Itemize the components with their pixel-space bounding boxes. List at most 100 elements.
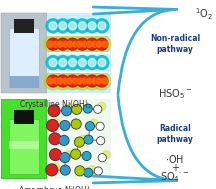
Circle shape	[92, 78, 98, 84]
Circle shape	[95, 168, 101, 174]
Circle shape	[48, 104, 60, 117]
Circle shape	[82, 151, 92, 161]
Circle shape	[83, 104, 93, 114]
Circle shape	[76, 167, 84, 175]
Bar	[9, 76, 39, 88]
Circle shape	[52, 163, 60, 171]
Circle shape	[78, 59, 86, 67]
Circle shape	[56, 56, 70, 70]
Text: Radical
pathway: Radical pathway	[157, 124, 194, 144]
Bar	[14, 19, 34, 33]
Circle shape	[61, 122, 69, 129]
Circle shape	[57, 38, 69, 50]
Circle shape	[75, 138, 83, 146]
Circle shape	[53, 78, 59, 84]
Circle shape	[86, 75, 98, 87]
Circle shape	[47, 165, 57, 175]
Circle shape	[92, 41, 98, 47]
Circle shape	[86, 41, 92, 47]
Circle shape	[73, 35, 91, 53]
Circle shape	[95, 56, 109, 70]
Circle shape	[63, 41, 69, 47]
Circle shape	[75, 19, 89, 33]
Circle shape	[47, 78, 53, 84]
Circle shape	[59, 120, 70, 131]
Circle shape	[98, 153, 107, 162]
Circle shape	[73, 72, 91, 90]
Circle shape	[72, 150, 80, 158]
Circle shape	[49, 22, 57, 30]
Circle shape	[57, 41, 63, 47]
Circle shape	[61, 105, 72, 116]
Circle shape	[61, 153, 69, 162]
Circle shape	[102, 151, 110, 159]
Circle shape	[45, 163, 58, 176]
Circle shape	[46, 19, 60, 33]
Circle shape	[96, 136, 105, 145]
Bar	[1, 99, 47, 179]
Circle shape	[99, 155, 105, 161]
Circle shape	[98, 102, 106, 110]
Circle shape	[71, 119, 82, 129]
Circle shape	[59, 59, 67, 67]
Circle shape	[47, 38, 59, 50]
Circle shape	[96, 78, 102, 84]
Circle shape	[98, 138, 104, 144]
Bar	[48, 13, 111, 93]
Circle shape	[96, 38, 108, 50]
Circle shape	[93, 72, 111, 90]
Bar	[2, 100, 46, 178]
Circle shape	[97, 123, 103, 129]
Circle shape	[60, 165, 71, 176]
Circle shape	[82, 41, 88, 47]
Circle shape	[70, 149, 81, 160]
Circle shape	[59, 135, 70, 146]
Circle shape	[59, 152, 70, 163]
Circle shape	[95, 106, 101, 112]
Circle shape	[83, 153, 90, 160]
Circle shape	[95, 19, 109, 33]
Circle shape	[56, 19, 70, 33]
Circle shape	[84, 105, 91, 112]
Circle shape	[88, 166, 96, 174]
Bar	[9, 28, 39, 88]
Circle shape	[57, 78, 63, 84]
Circle shape	[44, 35, 62, 53]
Text: Crystalline Ni(OH)$_2$: Crystalline Ni(OH)$_2$	[19, 98, 93, 111]
Circle shape	[96, 122, 105, 131]
Bar	[9, 141, 39, 149]
Circle shape	[49, 59, 57, 67]
Circle shape	[98, 22, 106, 30]
Circle shape	[102, 41, 108, 47]
Circle shape	[47, 75, 59, 87]
Text: +: +	[171, 163, 179, 173]
Circle shape	[83, 35, 101, 53]
Circle shape	[74, 165, 85, 176]
Circle shape	[88, 22, 96, 30]
Text: Amorphous Ni(OH)$_2$: Amorphous Ni(OH)$_2$	[18, 184, 94, 189]
Circle shape	[85, 121, 95, 131]
Circle shape	[90, 119, 98, 127]
Text: $^1$O$_2$: $^1$O$_2$	[195, 6, 213, 22]
Circle shape	[67, 38, 79, 50]
Circle shape	[74, 137, 85, 148]
Circle shape	[86, 78, 92, 84]
Circle shape	[67, 104, 75, 112]
Circle shape	[85, 169, 92, 176]
Circle shape	[96, 75, 108, 87]
Circle shape	[96, 41, 102, 47]
Circle shape	[48, 120, 57, 130]
Circle shape	[67, 75, 79, 87]
Circle shape	[67, 78, 73, 84]
Circle shape	[76, 75, 88, 87]
Circle shape	[46, 56, 60, 70]
Circle shape	[65, 150, 73, 159]
Circle shape	[78, 22, 86, 30]
Circle shape	[63, 78, 69, 84]
Circle shape	[76, 78, 82, 84]
Circle shape	[53, 41, 59, 47]
Circle shape	[64, 72, 82, 90]
Circle shape	[48, 132, 61, 145]
Circle shape	[54, 72, 72, 90]
Circle shape	[79, 135, 87, 143]
